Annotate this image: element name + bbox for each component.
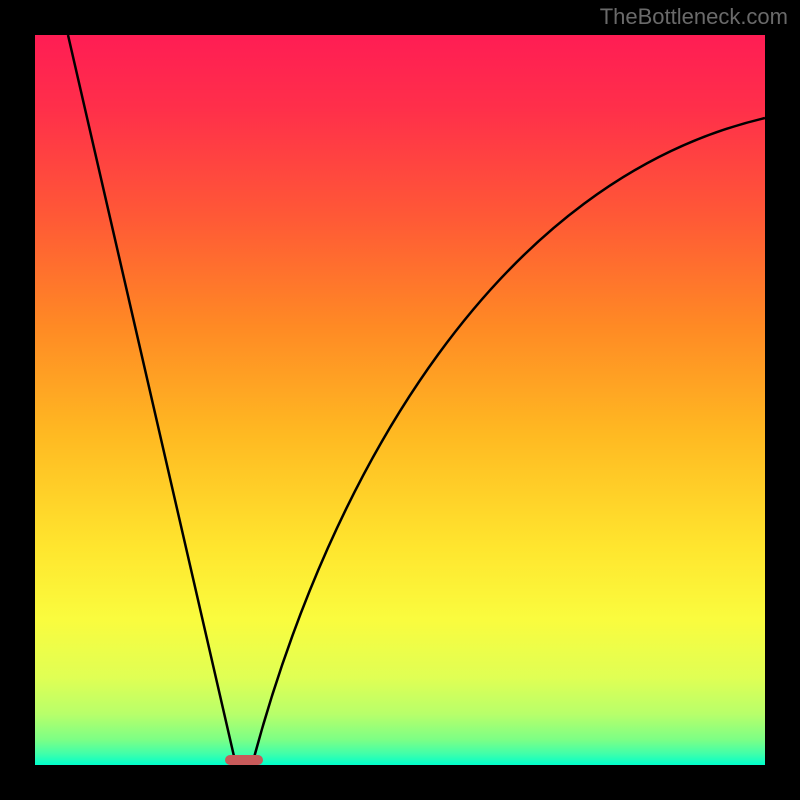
- plot-background: [35, 35, 765, 765]
- optimal-marker: [225, 755, 263, 765]
- bottleneck-chart: [0, 0, 800, 800]
- chart-svg: [0, 0, 800, 800]
- watermark-text: TheBottleneck.com: [600, 4, 788, 30]
